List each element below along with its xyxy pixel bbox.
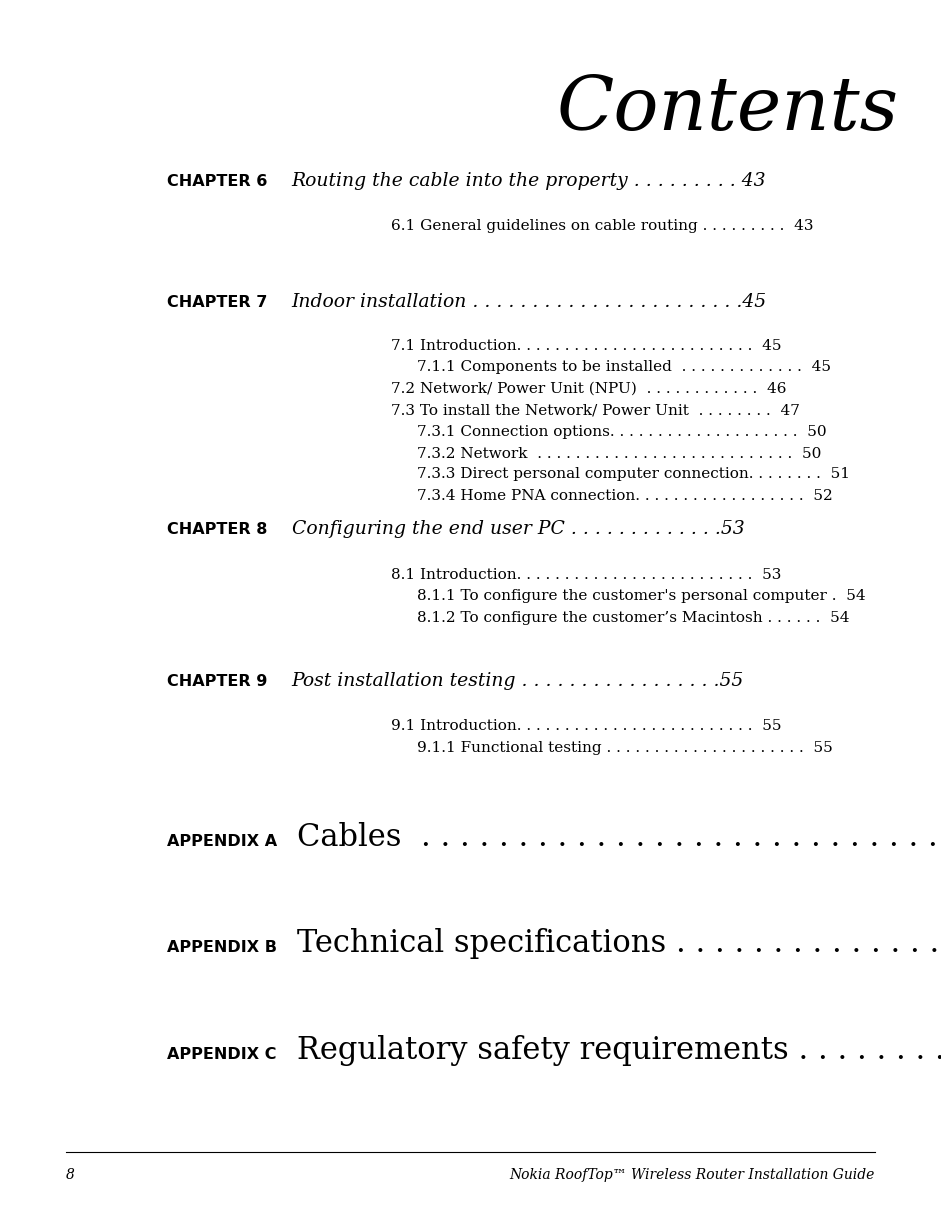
Text: CHAPTER 9: CHAPTER 9 — [167, 674, 268, 689]
Text: 7.3.2 Network  . . . . . . . . . . . . . . . . . . . . . . . . . . .  50: 7.3.2 Network . . . . . . . . . . . . . … — [417, 447, 821, 460]
Text: CHAPTER 8: CHAPTER 8 — [167, 522, 268, 537]
Text: 7.2 Network/ Power Unit (NPU)  . . . . . . . . . . . .  46: 7.2 Network/ Power Unit (NPU) . . . . . … — [391, 382, 786, 396]
Text: APPENDIX A: APPENDIX A — [167, 834, 278, 848]
Text: Contents: Contents — [556, 73, 899, 146]
Text: CHAPTER 6: CHAPTER 6 — [167, 174, 268, 189]
Text: Regulatory safety requirements . . . . . . . . . . .63: Regulatory safety requirements . . . . .… — [297, 1034, 941, 1066]
Text: 9.1.1 Functional testing . . . . . . . . . . . . . . . . . . . . .  55: 9.1.1 Functional testing . . . . . . . .… — [417, 741, 833, 755]
Text: 7.3.1 Connection options. . . . . . . . . . . . . . . . . . . .  50: 7.3.1 Connection options. . . . . . . . … — [417, 425, 826, 438]
Text: 8.1.1 To configure the customer's personal computer .  54: 8.1.1 To configure the customer's person… — [417, 589, 866, 602]
Text: 7.1 Introduction. . . . . . . . . . . . . . . . . . . . . . . . .  45: 7.1 Introduction. . . . . . . . . . . . … — [391, 340, 781, 353]
Text: 7.1.1 Components to be installed  . . . . . . . . . . . . .  45: 7.1.1 Components to be installed . . . .… — [417, 360, 831, 374]
Text: 8: 8 — [66, 1168, 74, 1183]
Text: Technical specifications . . . . . . . . . . . . . . . . .61: Technical specifications . . . . . . . .… — [297, 927, 941, 959]
Text: Routing the cable into the property . . . . . . . . . 43: Routing the cable into the property . . … — [292, 172, 766, 190]
Text: APPENDIX B: APPENDIX B — [167, 940, 278, 954]
Text: Nokia RoofTop™ Wireless Router Installation Guide: Nokia RoofTop™ Wireless Router Installat… — [510, 1168, 875, 1183]
Text: 9.1 Introduction. . . . . . . . . . . . . . . . . . . . . . . . .  55: 9.1 Introduction. . . . . . . . . . . . … — [391, 719, 781, 733]
Text: Cables  . . . . . . . . . . . . . . . . . . . . . . . . . . . . . . . . . . .59: Cables . . . . . . . . . . . . . . . . .… — [297, 821, 941, 853]
Text: APPENDIX C: APPENDIX C — [167, 1047, 277, 1061]
Text: 7.3.3 Direct personal computer connection. . . . . . . .  51: 7.3.3 Direct personal computer connectio… — [417, 467, 850, 481]
Text: 7.3 To install the Network/ Power Unit  . . . . . . . .  47: 7.3 To install the Network/ Power Unit .… — [391, 404, 800, 417]
Text: Post installation testing . . . . . . . . . . . . . . . . .55: Post installation testing . . . . . . . … — [292, 672, 744, 690]
Text: CHAPTER 7: CHAPTER 7 — [167, 295, 268, 309]
Text: 6.1 General guidelines on cable routing . . . . . . . . .  43: 6.1 General guidelines on cable routing … — [391, 219, 813, 232]
Text: Indoor installation . . . . . . . . . . . . . . . . . . . . . . .45: Indoor installation . . . . . . . . . . … — [292, 292, 767, 310]
Text: 8.1.2 To configure the customer’s Macintosh . . . . . .  54: 8.1.2 To configure the customer’s Macint… — [417, 611, 850, 624]
Text: 7.3.4 Home PNA connection. . . . . . . . . . . . . . . . . .  52: 7.3.4 Home PNA connection. . . . . . . .… — [417, 489, 833, 503]
Text: Configuring the end user PC . . . . . . . . . . . . .53: Configuring the end user PC . . . . . . … — [292, 520, 744, 538]
Text: 8.1 Introduction. . . . . . . . . . . . . . . . . . . . . . . . .  53: 8.1 Introduction. . . . . . . . . . . . … — [391, 568, 781, 582]
